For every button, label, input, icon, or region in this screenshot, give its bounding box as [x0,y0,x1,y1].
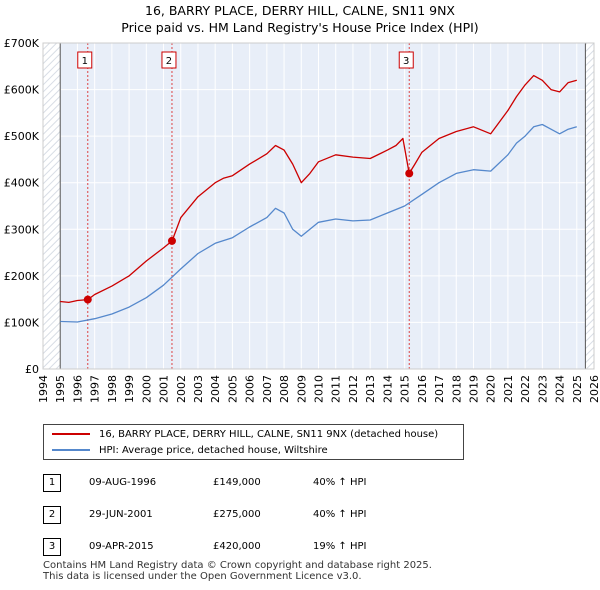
y-tick-label: £600K [4,84,40,97]
x-tick-label: 2021 [502,375,515,403]
x-tick-label: 2008 [278,375,291,403]
x-tick-label: 2001 [158,375,171,403]
chart-title: 16, BARRY PLACE, DERRY HILL, CALNE, SN11… [0,2,600,36]
sale-point [83,295,92,304]
y-tick-label: £0 [25,363,39,376]
footer-copyright: Contains HM Land Registry data © Crown c… [43,560,432,571]
y-tick-label: £400K [4,177,40,190]
sale-marker-label: 2 [166,56,172,67]
legend-swatch-hpi [52,449,90,451]
x-tick-label: 2016 [416,375,429,403]
legend-item-hpi: HPI: Average price, detached house, Wilt… [52,443,328,459]
x-axis-ticks: 1994 1995 1996 1997 1998 1999 2000 2001 2002 2003… [37,375,600,403]
legend: 16, BARRY PLACE, DERRY HILL, CALNE, SN11… [43,424,464,460]
x-tick-label: 2004 [209,375,222,403]
x-tick-label: 2024 [554,375,567,403]
sale-marker-label: 1 [82,56,88,67]
x-tick-label: 2017 [433,375,446,403]
sale-date: 09-APR-2015 [89,541,154,552]
sale-hpi-delta: 40% ↑ HPI [313,509,367,520]
y-axis-ticks: £0 £100K £200K £300K £400K £500K £600K £700K [4,37,40,376]
x-tick-label: 2019 [467,375,480,403]
y-tick-label: £700K [4,37,40,50]
sale-marker-boxes: 1 2 3 [77,51,414,69]
x-tick-label: 2026 [588,375,600,403]
legend-label-hpi: HPI: Average price, detached house, Wilt… [99,445,328,456]
title-line-1: 16, BARRY PLACE, DERRY HILL, CALNE, SN11… [145,3,455,18]
sale-price: £149,000 [213,477,261,488]
y-tick-label: £300K [4,223,40,236]
sale-points [83,169,414,304]
x-tick-label: 2003 [192,375,205,403]
sale-hpi-delta: 40% ↑ HPI [313,477,367,488]
footer-license: This data is licensed under the Open Gov… [43,571,362,582]
legend-swatch-property [52,433,90,435]
x-tick-label: 1997 [89,375,102,403]
sale-number-badge: 3 [43,538,61,556]
sale-marker-label: 3 [403,56,409,67]
x-tick-label: 2005 [226,375,239,403]
sale-row: 2 29-JUN-2001 £275,000 40% ↑ HPI [43,506,443,524]
sale-row: 1 09-AUG-1996 £149,000 40% ↑ HPI [43,474,443,492]
sale-row: 3 09-APR-2015 £420,000 19% ↑ HPI [43,538,443,556]
x-tick-label: 2002 [175,375,188,403]
sale-point [167,236,176,245]
x-tick-label: 2011 [330,375,343,403]
sale-price: £275,000 [213,509,261,520]
sale-marker-box [398,51,414,69]
x-tick-label: 2023 [536,375,549,403]
x-tick-label: 1996 [71,375,84,403]
footer: Contains HM Land Registry data © Crown c… [43,560,432,582]
x-tick-label: 2014 [381,375,394,403]
x-tick-label: 1998 [106,375,119,403]
x-tick-label: 2009 [295,375,308,403]
hatch-left-region [43,43,61,369]
sale-price: £420,000 [213,541,261,552]
price-chart: 1 2 3 £0 £100K £200K £300K £400K £500K £600K £700… [4,37,600,403]
x-tick-label: 2022 [519,375,532,403]
x-tick-label: 2013 [364,375,377,403]
sale-hpi-delta: 19% ↑ HPI [313,541,367,552]
sale-number-badge: 2 [43,506,61,524]
sale-point [405,169,414,178]
x-tick-label: 1994 [37,375,50,403]
y-tick-label: £200K [4,270,40,283]
x-tick-label: 1995 [54,375,67,403]
legend-item-property: 16, BARRY PLACE, DERRY HILL, CALNE, SN11… [52,427,438,443]
x-tick-label: 2018 [450,375,463,403]
property-price-line [60,74,577,304]
legend-label-property: 16, BARRY PLACE, DERRY HILL, CALNE, SN11… [99,429,439,440]
title-line-2: Price paid vs. HM Land Registry's House … [121,20,479,35]
x-tick-label: 2020 [485,375,498,403]
hatch-right-region [585,43,594,369]
x-tick-label: 2012 [347,375,360,403]
hatched-regions [43,43,594,369]
x-tick-label: 2010 [313,375,326,403]
sale-date: 29-JUN-2001 [89,509,153,520]
x-tick-label: 2015 [399,375,412,403]
sale-marker-box [77,51,93,69]
x-tick-label: 2006 [244,375,257,403]
plot-frame [42,42,595,370]
x-tick-label: 2000 [140,375,153,403]
sale-date: 09-AUG-1996 [89,477,157,488]
sale-number-badge: 1 [43,474,61,492]
y-tick-label: £100K [4,316,40,329]
series-lines [60,74,577,323]
y-tick-label: £500K [4,130,40,143]
sale-marker-box [161,51,177,69]
x-tick-label: 2007 [261,375,274,403]
x-tick-label: 1999 [123,375,136,403]
hpi-line [60,123,577,323]
x-tick-label: 2025 [571,375,584,403]
